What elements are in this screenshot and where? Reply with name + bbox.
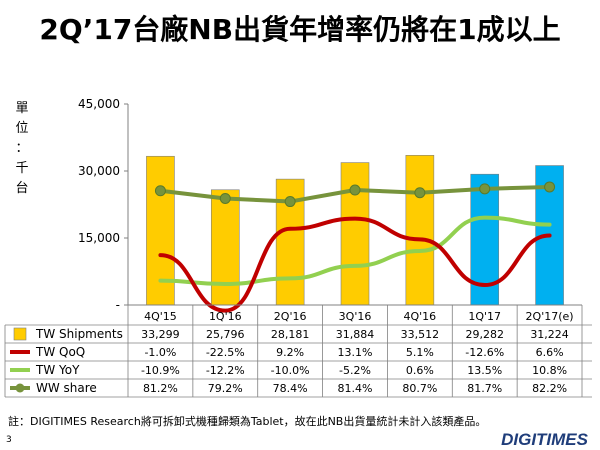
table-cell: -12.6% (465, 346, 504, 359)
table-cell: 13.5% (467, 364, 502, 377)
table-cell: 25,796 (206, 328, 245, 341)
table-cell: 80.7% (402, 382, 437, 395)
ww-share-point (284, 196, 296, 208)
table-cell: 82.2% (532, 382, 567, 395)
y-tick-label: - (116, 298, 120, 312)
brand-logo: DIGITIMES (501, 430, 588, 450)
ww-share-point (544, 181, 556, 193)
table-cell: -1.0% (144, 346, 176, 359)
legend-series-name: TW YoY (35, 363, 80, 377)
table-cell: 29,282 (465, 328, 504, 341)
table-cell: 33,299 (141, 328, 180, 341)
qoq-line (158, 216, 552, 313)
x-tick-label: 4Q'16 (404, 310, 437, 323)
table-cell: 6.6% (536, 346, 564, 359)
y-axis-label-char: ： (15, 141, 28, 156)
y-axis-label-char: 千 (15, 161, 28, 176)
bar (340, 162, 370, 306)
table-cell: 0.6% (406, 364, 434, 377)
x-tick-label: 2Q'16 (274, 310, 307, 323)
bar (210, 189, 240, 306)
table-cell: -12.2% (206, 364, 245, 377)
table-cell: 81.7% (467, 382, 502, 395)
legend-series-name: TW Shipments (35, 327, 123, 341)
table-cell: 78.4% (273, 382, 308, 395)
y-axis-label-char: 位 (15, 121, 28, 136)
table-cell: -10.9% (141, 364, 180, 377)
x-tick-label: 2Q'17(e) (526, 310, 574, 323)
table-cell: 31,224 (530, 328, 569, 341)
x-tick-label: 1Q'17 (468, 310, 501, 323)
table-cell: 79.2% (208, 382, 243, 395)
footnote: 註：DIGITIMES Research將可拆卸式機種歸類為Tablet，故在此… (8, 415, 487, 428)
table-cell: -22.5% (206, 346, 245, 359)
ww-share-point (154, 185, 166, 197)
x-tick-label: 4Q'15 (144, 310, 177, 323)
y-axis-label-char: 台 (15, 181, 28, 196)
table-cell: 31,884 (336, 328, 375, 341)
table-cell: 10.8% (532, 364, 567, 377)
y-tick-label: 15,000 (78, 231, 120, 245)
y-axis-label: 單位 ： 千台 (15, 101, 28, 196)
table-cell: 81.4% (338, 382, 373, 395)
data-table: TW Shipments 33,299 25,796 28,181 31,884 33,5… (4, 305, 592, 398)
table-cell: 28,181 (271, 328, 310, 341)
table-cell: 13.1% (338, 346, 373, 359)
x-tick-label: 1Q'16 (209, 310, 242, 323)
table-cell: -5.2% (339, 364, 371, 377)
y-tick-label: 30,000 (78, 164, 120, 178)
page-title: 2Q’17台廠NB出貨年增率仍將在1成以上 (39, 13, 561, 46)
ww-share-point (414, 187, 426, 199)
page-number: 3 (6, 435, 12, 445)
table-cell: 9.2% (276, 346, 304, 359)
legend-series-name: TW QoQ (35, 345, 85, 359)
legend-key-shipments (13, 327, 27, 341)
legend-key-ww-share-marker (15, 383, 25, 393)
logo-text: DIGITIMES (501, 430, 588, 449)
y-tick-label: 45,000 (78, 97, 120, 111)
legend-series-name: WW share (36, 381, 97, 395)
yoy-line (158, 215, 552, 287)
x-axis: 4Q'15 1Q'16 2Q'16 3Q'16 4Q'16 1Q'17 2Q'17(e) (128, 304, 582, 323)
table-cell: 5.1% (406, 346, 434, 359)
ww-share-point (349, 184, 361, 196)
table-cell: 81.2% (143, 382, 178, 395)
y-axis: - 15,000 30,000 45,000 (78, 97, 129, 312)
ww-share-point (219, 192, 231, 204)
ww-share-point (479, 183, 491, 195)
table-cell: -10.0% (271, 364, 310, 377)
bar (405, 155, 435, 306)
x-tick-label: 3Q'16 (339, 310, 372, 323)
y-axis-label-char: 單 (15, 101, 28, 116)
lines-group (154, 181, 556, 313)
table-cell: 33,512 (401, 328, 440, 341)
